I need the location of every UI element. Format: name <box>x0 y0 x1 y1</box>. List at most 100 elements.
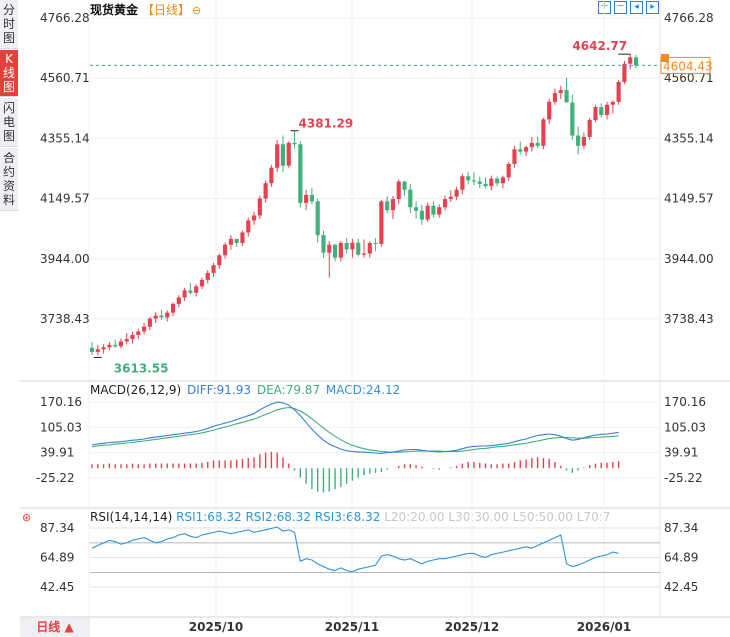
rsi-l20-label: L20:20.00 <box>384 510 445 524</box>
candle-body <box>338 242 343 258</box>
macd-tick-left: -25.22 <box>36 471 75 485</box>
candle-body <box>604 104 610 116</box>
side-tab-3[interactable]: 合约资料 <box>0 148 18 211</box>
candle-body <box>286 142 291 166</box>
candle-body <box>344 242 349 250</box>
rsi-target-icon[interactable]: ⊛ <box>22 511 32 524</box>
candle-body <box>593 107 598 120</box>
side-tab-0[interactable]: 分时图 <box>0 0 18 49</box>
side-tab-char: 料 <box>2 193 15 207</box>
candle-body <box>361 253 367 255</box>
candle-body <box>454 189 459 197</box>
bottom-period-button[interactable]: 日线 ▲ <box>20 618 90 637</box>
x-axis-label: 2026/01 <box>577 620 631 634</box>
zoom-out-icon[interactable]: － <box>614 1 627 14</box>
macd-title: MACD(26,12,9) <box>90 383 182 397</box>
side-tab-char: 约 <box>2 165 15 179</box>
candle-body <box>500 177 505 184</box>
candle-body <box>466 176 471 181</box>
candle-body <box>529 142 534 148</box>
price-tick-left: 4149.57 <box>40 192 90 206</box>
rsi3-label: RSI3:68.32 <box>314 510 381 524</box>
x-axis-label: 2025/12 <box>445 620 499 634</box>
candle-body <box>170 303 176 313</box>
candle-body <box>541 119 546 146</box>
candle-body <box>448 196 453 200</box>
macd-tick-left: 39.91 <box>40 446 74 460</box>
candle-body <box>292 142 297 145</box>
candle-body <box>396 181 401 200</box>
side-tab-char: 时 <box>2 17 15 31</box>
x-axis-label: 2025/10 <box>189 620 243 634</box>
side-tab-char: K <box>5 52 13 66</box>
candle-body <box>275 144 280 168</box>
candle-body <box>402 181 407 190</box>
candle-body <box>379 201 384 244</box>
rsi1-label: RSI1:68.32 <box>176 510 242 524</box>
period-selector[interactable]: 【日线】 <box>142 3 191 17</box>
candle-body <box>512 149 517 164</box>
candle-body <box>390 199 396 211</box>
candle-body <box>246 220 251 233</box>
candle-body <box>408 189 413 208</box>
candle-body <box>570 102 575 136</box>
side-tab-char: 电 <box>2 115 15 129</box>
shift-left-icon[interactable]: ◂ <box>630 1 643 14</box>
candle-body <box>199 279 205 287</box>
candle-body <box>350 242 355 250</box>
price-tick-left: 4766.28 <box>40 11 90 25</box>
candle-body <box>558 90 563 94</box>
candle-body <box>113 344 118 347</box>
price-tick-right: 3944.00 <box>664 252 714 266</box>
candle-body <box>483 183 488 187</box>
candle-body <box>228 238 233 245</box>
candle-body <box>101 347 106 350</box>
candle-body <box>240 232 245 243</box>
side-tab-2[interactable]: 闪电图 <box>0 98 18 147</box>
candle-body <box>89 347 95 352</box>
rsi2-label: RSI2:68.32 <box>245 510 312 524</box>
candle-body <box>257 198 262 216</box>
side-tab-char: 图 <box>2 31 15 45</box>
candle-body <box>442 199 448 208</box>
rsi-tick-right: 87.34 <box>664 521 698 535</box>
peak-price-label: 4381.29 <box>299 117 354 131</box>
candle-body <box>205 272 210 280</box>
settings-icon[interactable]: ⊖ <box>192 4 202 17</box>
candle-body <box>477 181 482 184</box>
price-tick-left: 4560.71 <box>40 71 90 85</box>
candle-body <box>130 334 135 340</box>
macd-value-label: MACD:24.12 <box>325 383 401 397</box>
rsi-tick-left: 42.45 <box>40 580 74 594</box>
shift-right-icon[interactable]: ▸ <box>646 1 659 14</box>
candle-body <box>280 144 286 166</box>
candle-body <box>425 205 430 220</box>
candle-body <box>576 135 581 146</box>
high-price-label: 4642.77 <box>572 39 627 53</box>
candle-body <box>547 101 552 120</box>
candle-body <box>414 207 419 211</box>
macd-dea-label: DEA:79.87 <box>256 383 321 397</box>
candle-body <box>356 242 361 255</box>
candle-body <box>217 255 222 266</box>
rsi-tick-left: 87.34 <box>40 521 74 535</box>
candle-body <box>159 315 164 318</box>
candle-body <box>437 207 442 215</box>
price-tick-right: 4560.71 <box>664 71 714 85</box>
candle-body <box>234 238 239 243</box>
chart-title: 现货黄金 【日线】 ⊖ <box>90 1 201 18</box>
candle-body <box>107 344 112 348</box>
candle-body <box>165 312 170 318</box>
candle-body <box>495 178 500 184</box>
side-tab-char: 闪 <box>2 101 15 115</box>
candle-body <box>147 318 152 327</box>
rsi-l70-label: L70:7 <box>576 510 611 524</box>
macd-dif-label: DIFF:91.93 <box>186 383 252 397</box>
macd-tick-right: 170.16 <box>664 395 706 409</box>
candle-body <box>616 81 621 102</box>
candle-body <box>327 244 332 253</box>
candle-body <box>176 297 181 304</box>
candle-body <box>153 315 158 319</box>
macd-tick-right: 105.03 <box>664 420 706 434</box>
